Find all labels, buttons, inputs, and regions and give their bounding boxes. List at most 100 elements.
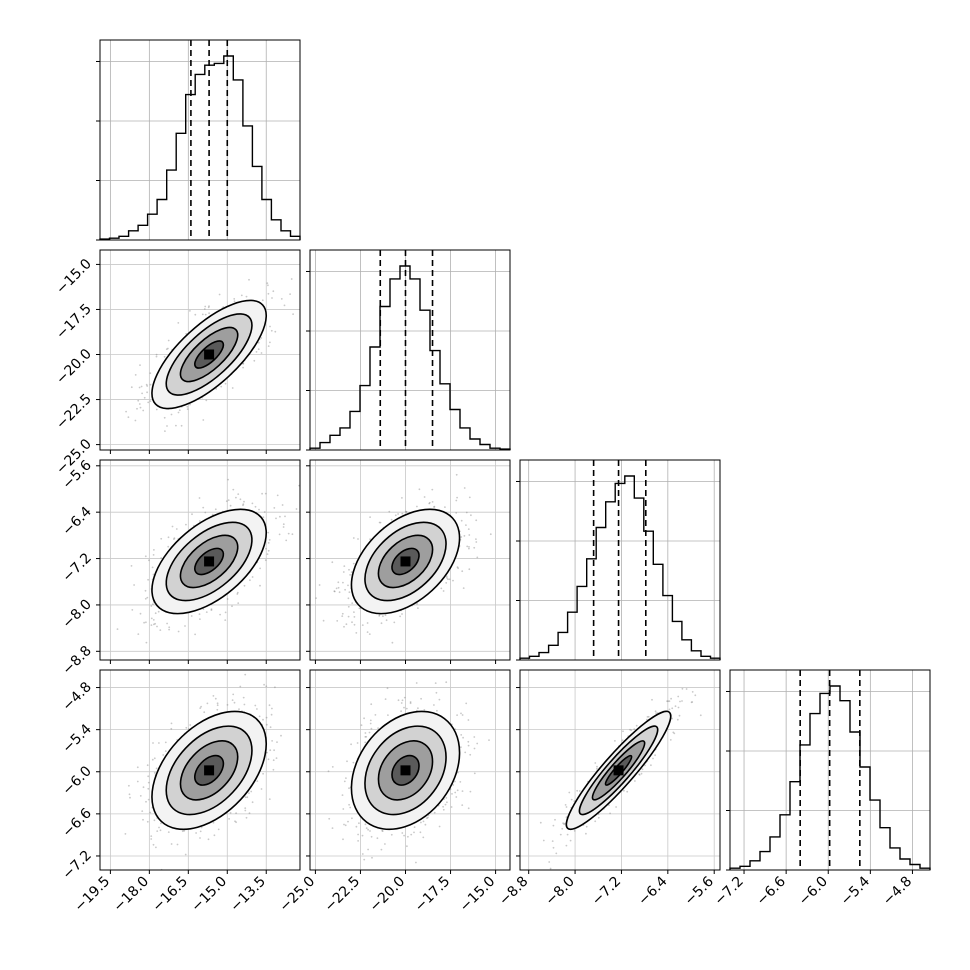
- scatter-point: [460, 712, 462, 715]
- scatter-point: [467, 744, 470, 747]
- scatter-point: [461, 804, 464, 806]
- scatter-point: [614, 740, 616, 742]
- scatter-point: [552, 824, 555, 827]
- scatter-point: [350, 571, 353, 573]
- scatter-point: [467, 740, 470, 743]
- scatter-point: [376, 837, 379, 840]
- scatter-point: [260, 352, 263, 354]
- scatter-point: [159, 629, 162, 631]
- scatter-point: [268, 539, 271, 541]
- scatter-point: [240, 294, 243, 297]
- density-peak: [204, 765, 215, 776]
- scatter-point: [146, 820, 149, 823]
- scatter-point: [165, 348, 168, 351]
- hist-panel-2: [516, 459, 721, 661]
- scatter-point: [401, 699, 404, 702]
- scatter-point: [384, 843, 386, 845]
- scatter-point: [145, 383, 148, 386]
- scatter-point: [146, 764, 149, 767]
- scatter-point: [267, 292, 270, 295]
- scatter-point: [214, 697, 217, 700]
- scatter-point: [152, 619, 155, 621]
- scatter-point: [446, 801, 448, 804]
- scatter-point: [266, 282, 269, 285]
- scatter-point: [378, 521, 381, 524]
- scatter-point: [183, 830, 186, 832]
- scatter-point: [156, 830, 159, 832]
- scatter-point: [254, 704, 257, 707]
- scatter-panel-2-1: [306, 459, 511, 664]
- scatter-point: [270, 329, 273, 332]
- scatter-point: [365, 735, 368, 738]
- density-peak: [400, 765, 411, 776]
- scatter-point: [428, 502, 431, 505]
- panel-content: [100, 670, 300, 870]
- scatter-point: [168, 626, 171, 629]
- scatter-point: [229, 812, 232, 814]
- scatter-point: [139, 406, 142, 409]
- scatter-point: [341, 615, 344, 617]
- scatter-point: [180, 424, 183, 427]
- scatter-point: [231, 605, 233, 608]
- scatter-point: [189, 403, 191, 406]
- scatter-point: [155, 355, 158, 358]
- scatter-point: [152, 603, 154, 605]
- panel-content: [310, 670, 510, 870]
- scatter-point: [463, 535, 466, 537]
- axes-frame: [99, 669, 301, 871]
- scatter-point: [224, 611, 227, 614]
- scatter-point: [347, 820, 349, 823]
- scatter-point: [176, 843, 179, 846]
- scatter-point: [369, 719, 372, 722]
- scatter-point: [244, 809, 247, 812]
- scatter-point: [243, 500, 245, 503]
- scatter-point: [386, 687, 389, 690]
- scatter-point: [235, 821, 238, 824]
- scatter-point: [475, 538, 477, 540]
- scatter-point: [116, 628, 119, 630]
- scatter-point: [150, 605, 153, 607]
- scatter-point: [177, 322, 180, 324]
- scatter-point: [170, 727, 173, 730]
- scatter-point: [266, 751, 268, 754]
- scatter-point: [134, 419, 137, 422]
- scatter-point: [244, 673, 247, 676]
- scatter-point: [341, 612, 344, 615]
- scatter-point: [158, 826, 160, 829]
- scatter-point: [342, 838, 344, 841]
- scatter-point: [167, 545, 170, 548]
- panel-content: [100, 250, 300, 450]
- scatter-point: [442, 808, 445, 811]
- scatter-point: [267, 345, 270, 347]
- scatter-point: [258, 508, 260, 511]
- scatter-point: [205, 611, 208, 613]
- scatter-point: [145, 621, 147, 624]
- scatter-point: [399, 615, 401, 618]
- scatter-point: [166, 425, 168, 427]
- scatter-point: [167, 347, 169, 350]
- scatter-point: [200, 826, 203, 829]
- scatter-point: [144, 555, 147, 558]
- density-peak: [204, 556, 215, 567]
- scatter-point: [271, 707, 273, 710]
- scatter-point: [218, 293, 221, 296]
- scatter-point: [186, 405, 189, 408]
- scatter-point: [364, 732, 367, 734]
- scatter-point: [275, 757, 278, 759]
- scatter-point: [184, 853, 187, 856]
- scatter-point: [159, 829, 162, 832]
- scatter-point: [261, 492, 263, 495]
- scatter-point: [163, 355, 166, 358]
- scatter-point: [357, 538, 359, 540]
- scatter-point: [407, 835, 409, 838]
- scatter-point: [539, 821, 542, 824]
- scatter-point: [147, 787, 150, 790]
- scatter-point: [146, 391, 149, 394]
- scatter-point: [384, 698, 387, 700]
- scatter-point: [256, 708, 258, 710]
- scatter-point: [417, 707, 419, 710]
- scatter-point: [470, 514, 472, 517]
- scatter-point: [346, 760, 348, 763]
- scatter-point: [445, 582, 448, 584]
- scatter-point: [450, 806, 453, 808]
